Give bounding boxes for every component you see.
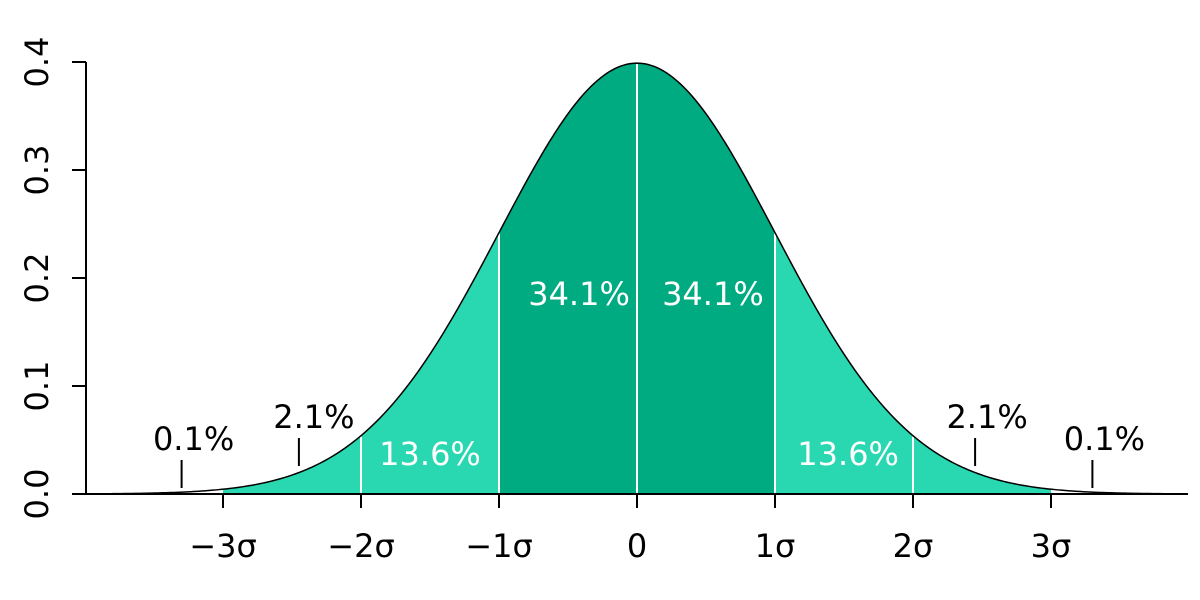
density-curve (85, 62, 1189, 495)
sigma-dividers (360, 64, 914, 494)
percent-label-5: 13.6% (797, 435, 899, 473)
percent-label-1: 2.1% (273, 398, 354, 436)
x-tick-label-6: 3σ (1031, 527, 1072, 565)
y-tick-label-2: 0.2 (18, 253, 56, 304)
x-tick-label-0: −3σ (189, 527, 256, 565)
percent-label-7: 0.1% (1064, 420, 1145, 458)
region-fill-6 (913, 435, 1051, 494)
x-tick-label-2: −1σ (465, 527, 532, 565)
x-tick-label-4: 1σ (755, 527, 796, 565)
x-tick-label-3: 0 (627, 527, 647, 565)
region-fill-3 (499, 63, 637, 494)
region-fill-0 (86, 489, 223, 494)
percent-label-0: 0.1% (153, 420, 234, 458)
y-tick-label-4: 0.4 (18, 37, 56, 88)
y-tick-label-0: 0.0 (18, 469, 56, 520)
percent-labels: 0.1% 2.1% 13.6% 34.1% 34.1% 13.6% 2.1% 0.1% (153, 275, 1145, 488)
region-fill-1 (223, 435, 361, 494)
percent-label-6: 2.1% (946, 398, 1027, 436)
region-fill-7 (1051, 489, 1188, 494)
x-tick-label-5: 2σ (893, 527, 934, 565)
x-tick-label-1: −2σ (327, 527, 394, 565)
y-tick-label-3: 0.3 (18, 145, 56, 196)
percent-label-3: 34.1% (528, 275, 630, 313)
percent-label-2: 13.6% (379, 435, 481, 473)
percent-label-4: 34.1% (662, 275, 764, 313)
region-fill-4 (637, 63, 775, 494)
axes: 0.0 0.1 0.2 0.3 0.4 −3σ −2σ −1σ 0 1σ 2σ 3σ (18, 37, 1188, 565)
y-tick-label-1: 0.1 (18, 361, 56, 412)
